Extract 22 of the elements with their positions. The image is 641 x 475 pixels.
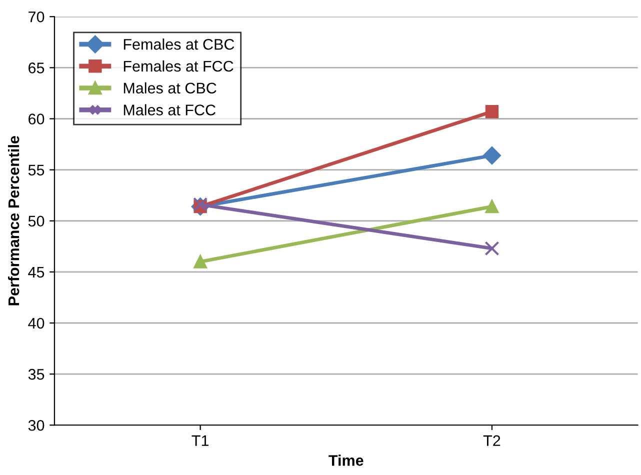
y-tick-label: 50 <box>28 216 44 227</box>
point <box>485 200 499 214</box>
y-tick-label: 60 <box>28 114 44 124</box>
y-tick-label: 40 <box>28 318 44 329</box>
legend-label: Females at FCC <box>124 60 234 72</box>
x-axis-title: Time <box>328 454 364 466</box>
x-tick-label: T2 <box>483 435 500 446</box>
point <box>485 105 499 118</box>
y-tick-label: 55 <box>28 164 44 176</box>
y-tick-label: 65 <box>28 62 44 74</box>
point <box>194 255 207 268</box>
x-tick-label: T1 <box>192 435 208 446</box>
y-tick-label: 30 <box>28 420 44 431</box>
legend-label: Males at FCC <box>124 104 216 116</box>
point <box>483 146 501 164</box>
y-tick-label: 45 <box>28 266 44 278</box>
point <box>484 241 500 256</box>
y-axis-title: Performance Percentile <box>8 136 20 306</box>
legend-label: Males at CBC <box>124 82 216 94</box>
legend-label: Females at CBC <box>124 38 234 50</box>
y-tick-label: 70 <box>28 11 44 22</box>
y-tick-label: 35 <box>28 368 44 380</box>
